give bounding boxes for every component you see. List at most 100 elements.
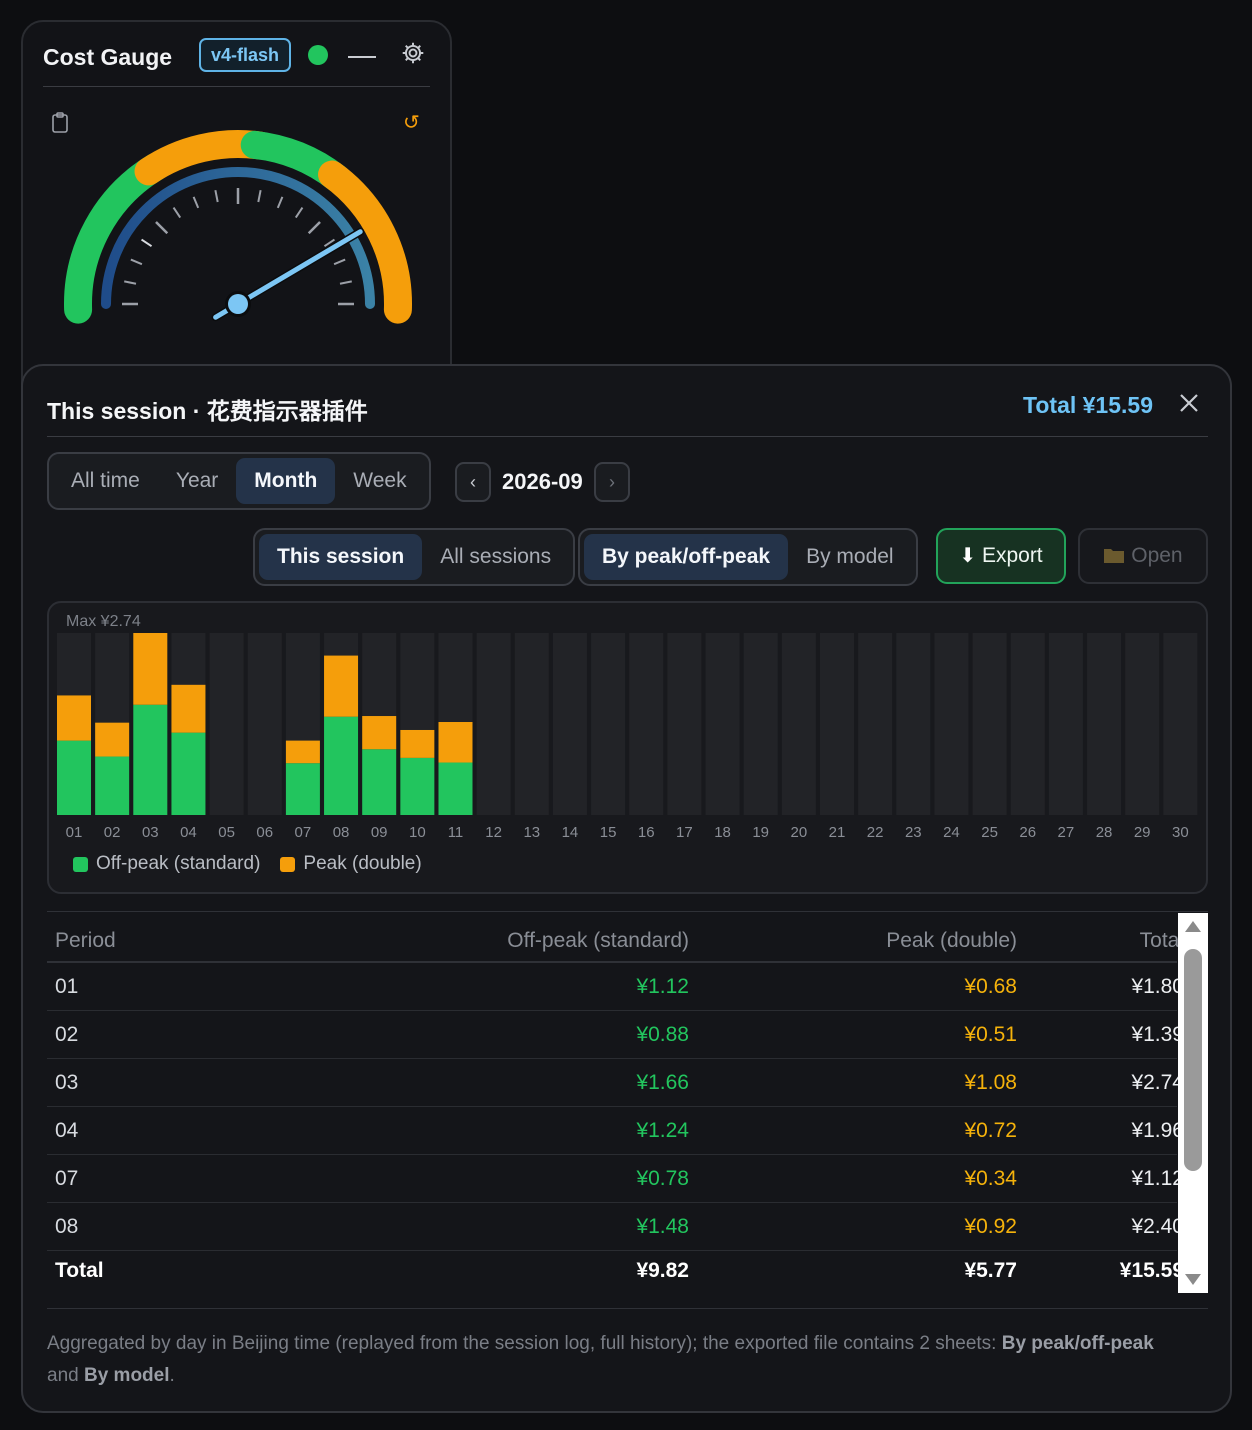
gauge-inner-arc xyxy=(101,167,375,309)
bar-track xyxy=(858,633,893,815)
cell-total: ¥1.96 xyxy=(1131,1119,1184,1142)
modal-total: Total ¥15.59 xyxy=(1023,392,1153,418)
x-tick-label: 09 xyxy=(371,824,388,841)
x-tick-label: 03 xyxy=(142,824,159,841)
bar-offpeak xyxy=(324,716,359,815)
cell-period: 04 xyxy=(55,1119,79,1142)
header-peak: Peak (double) xyxy=(886,929,1017,952)
cell-total: ¥1.80 xyxy=(1131,975,1184,998)
total-total: ¥15.59 xyxy=(1119,1259,1184,1282)
cell-total: ¥2.40 xyxy=(1131,1215,1184,1238)
cost-gauge-dial xyxy=(53,114,423,359)
footer-divider xyxy=(47,1308,1208,1309)
bar-track xyxy=(972,633,1007,815)
bar-track xyxy=(209,633,244,815)
x-tick-label: 12 xyxy=(485,824,502,841)
tab-month[interactable]: Month xyxy=(236,458,336,504)
cell-total: ¥1.12 xyxy=(1131,1167,1184,1190)
gauge-tick xyxy=(307,221,321,235)
footnote-bold-1: By peak/off-peak xyxy=(1001,1333,1154,1354)
gauge-arc-amber-right xyxy=(318,160,412,324)
table-scrollbar[interactable] xyxy=(1178,913,1208,1293)
tab-by-model[interactable]: By model xyxy=(806,545,894,568)
x-tick-label: 29 xyxy=(1134,824,1151,841)
bar-track xyxy=(1125,633,1160,815)
tab-year[interactable]: Year xyxy=(175,469,219,492)
bar-offpeak xyxy=(400,757,435,815)
legend-swatch-peak xyxy=(280,856,296,872)
total-peak: ¥5.77 xyxy=(964,1259,1017,1282)
cell-period: 02 xyxy=(55,1023,79,1046)
gauge-tick xyxy=(172,206,182,219)
download-icon: ⬇ xyxy=(959,545,977,567)
cell-period: 08 xyxy=(55,1215,79,1238)
next-period-button[interactable]: › xyxy=(594,462,630,502)
gauge-tick xyxy=(130,258,143,266)
tab-all-time[interactable]: All time xyxy=(71,469,140,492)
cell-offpeak: ¥1.12 xyxy=(636,975,689,998)
cell-period: 03 xyxy=(55,1071,79,1094)
footnote-bold-2: By model xyxy=(83,1365,170,1386)
gear-icon[interactable] xyxy=(400,40,426,71)
chart-max-label: Max ¥2.74 xyxy=(66,613,141,630)
widget-title: Cost Gauge xyxy=(43,44,173,70)
tab-by-peak[interactable]: By peak/off-peak xyxy=(584,534,789,580)
table-row: 03 ¥1.66 ¥1.08 ¥2.74 xyxy=(47,1059,1184,1107)
table-row: 04 ¥1.24 ¥0.72 ¥1.96 xyxy=(47,1107,1184,1155)
cell-offpeak: ¥0.88 xyxy=(636,1023,689,1046)
gauge-tick xyxy=(124,280,137,285)
close-icon[interactable] xyxy=(1178,392,1200,419)
open-button[interactable]: Open xyxy=(1078,528,1208,584)
gauge-tick xyxy=(333,258,346,266)
table-row: 01 ¥1.12 ¥0.68 ¥1.80 xyxy=(47,963,1184,1011)
bar-track xyxy=(591,633,626,815)
bar-track xyxy=(667,633,702,815)
x-tick-label: 07 xyxy=(295,824,312,841)
cell-peak: ¥0.68 xyxy=(964,975,1017,998)
cell-period: 07 xyxy=(55,1167,79,1190)
tab-all-sessions[interactable]: All sessions xyxy=(440,545,552,568)
legend-label-offpeak: Off-peak (standard) xyxy=(96,853,261,874)
x-tick-label: 04 xyxy=(180,824,197,841)
tab-this-session[interactable]: This session xyxy=(259,534,423,580)
minimize-icon[interactable] xyxy=(348,56,376,58)
tab-week[interactable]: Week xyxy=(353,469,407,492)
modal-title: This session · 花费指示器插件 xyxy=(47,398,368,424)
daily-cost-chart: Max ¥2.74 01 02 03 04 05 06 07 08 09 10 11 12 13 14 15… xyxy=(47,601,1208,894)
header-offpeak: Off-peak (standard) xyxy=(507,929,689,952)
x-tick-label: 15 xyxy=(600,824,617,841)
scrollbar-thumb[interactable] xyxy=(1184,949,1202,1171)
previous-period-button[interactable]: ‹ xyxy=(455,462,491,502)
footnote-text-3: . xyxy=(169,1365,175,1386)
x-tick-label: 28 xyxy=(1096,824,1113,841)
cost-table: Period Off-peak (standard) Peak (double)… xyxy=(47,911,1208,1293)
bar-peak xyxy=(400,729,435,758)
bar-peak xyxy=(57,695,91,741)
table-total-row: Total ¥9.82 ¥5.77 ¥15.59 xyxy=(47,1251,1184,1295)
gauge-arc-green-left xyxy=(64,152,170,324)
x-tick-label: 01 xyxy=(66,824,83,841)
folder-icon xyxy=(1103,544,1131,567)
bar-track xyxy=(1163,633,1198,815)
header-period: Period xyxy=(55,929,116,952)
cell-peak: ¥1.08 xyxy=(964,1071,1017,1094)
clipboard-icon[interactable] xyxy=(51,112,69,139)
scroll-up-arrow-icon[interactable] xyxy=(1185,921,1201,932)
bar-track xyxy=(552,633,587,815)
widget-divider xyxy=(43,86,430,87)
bar-track xyxy=(476,633,511,815)
x-tick-label: 14 xyxy=(562,824,579,841)
x-tick-label: 19 xyxy=(752,824,769,841)
reset-icon[interactable]: ↺ xyxy=(403,112,420,134)
scroll-down-arrow-icon[interactable] xyxy=(1185,1274,1201,1285)
export-button[interactable]: ⬇ Export xyxy=(936,528,1066,584)
header-divider xyxy=(47,436,1208,437)
bar-peak xyxy=(285,740,320,764)
cell-peak: ¥0.92 xyxy=(964,1215,1017,1238)
legend-swatch-offpeak xyxy=(73,856,88,872)
bar-offpeak xyxy=(171,732,206,815)
model-badge[interactable]: v4-flash xyxy=(199,38,292,72)
bar-track xyxy=(1048,633,1083,815)
bar-peak xyxy=(324,655,359,717)
chart-plot: 01 02 03 04 05 06 07 08 09 10 11 12 13 14 15 16 17 18 19 20… xyxy=(57,633,1198,841)
